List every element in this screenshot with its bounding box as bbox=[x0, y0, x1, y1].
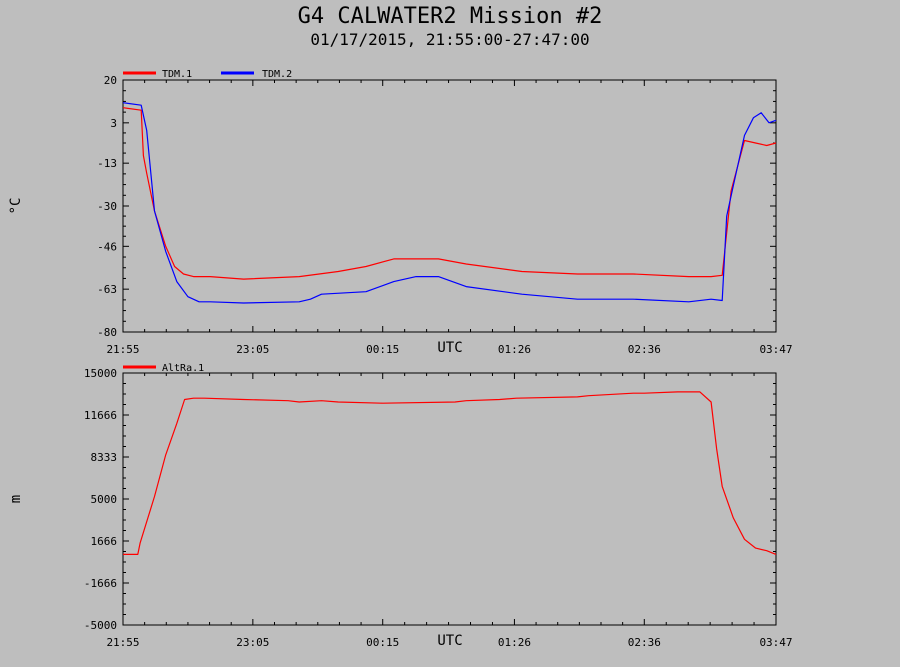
y-tick-label: -63 bbox=[97, 283, 117, 296]
x-axis-label: UTC bbox=[437, 633, 462, 649]
x-tick-label: 23:05 bbox=[236, 636, 269, 649]
chart-title: G4 CALWATER2 Mission #2 bbox=[297, 4, 603, 29]
y-tick-label: 8333 bbox=[91, 451, 118, 464]
y-tick-label: -80 bbox=[97, 326, 117, 339]
plot-frame bbox=[122, 79, 777, 333]
y-tick-label: 5000 bbox=[91, 493, 118, 506]
y-tick-label: 15000 bbox=[84, 367, 117, 380]
x-tick-label: 01:26 bbox=[498, 636, 531, 649]
y-tick-label: 1666 bbox=[91, 535, 118, 548]
legend-label: TDM.2 bbox=[262, 69, 292, 80]
x-tick-label: 01:26 bbox=[498, 343, 531, 356]
x-tick-label: 23:05 bbox=[236, 343, 269, 356]
y-tick-label: -46 bbox=[97, 240, 117, 253]
x-tick-label: 21:55 bbox=[106, 343, 139, 356]
x-tick-label: 21:55 bbox=[106, 636, 139, 649]
legend-label: AltRa.1 bbox=[162, 363, 204, 374]
plot-frame bbox=[122, 372, 777, 626]
chart-subtitle: 01/17/2015, 21:55:00-27:47:00 bbox=[310, 30, 590, 49]
series-line bbox=[122, 107, 777, 280]
x-tick-label: 03:47 bbox=[759, 343, 792, 356]
y-tick-label: -1666 bbox=[84, 577, 117, 590]
y-axis-label: m bbox=[8, 495, 24, 503]
x-axis-label: UTC bbox=[437, 340, 462, 356]
y-tick-label: 11666 bbox=[84, 409, 117, 422]
y-tick-label: -30 bbox=[97, 200, 117, 213]
series-line bbox=[122, 102, 777, 304]
y-tick-label: 3 bbox=[110, 117, 117, 130]
series-line bbox=[123, 391, 777, 556]
x-tick-label: 03:47 bbox=[759, 636, 792, 649]
y-tick-label: 20 bbox=[104, 74, 117, 87]
x-tick-label: 02:36 bbox=[628, 636, 661, 649]
legend-label: TDM.1 bbox=[162, 69, 192, 80]
x-tick-label: 00:15 bbox=[366, 343, 399, 356]
y-tick-label: -5000 bbox=[84, 619, 117, 632]
y-axis-label: °C bbox=[8, 198, 24, 215]
x-tick-label: 02:36 bbox=[628, 343, 661, 356]
x-tick-label: 00:15 bbox=[366, 636, 399, 649]
y-tick-label: -13 bbox=[97, 157, 117, 170]
